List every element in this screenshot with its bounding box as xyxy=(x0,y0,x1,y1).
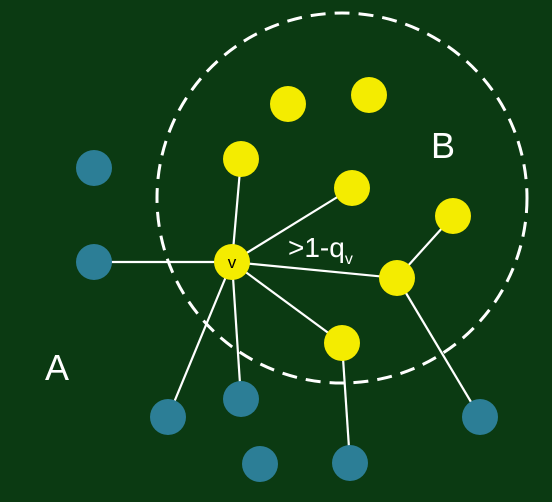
yellow-node xyxy=(334,170,370,206)
yellow-node xyxy=(351,77,387,113)
blue-node xyxy=(150,399,186,435)
region-b-boundary xyxy=(155,11,529,385)
yellow-node xyxy=(270,86,306,122)
region-b-label: B xyxy=(431,125,455,166)
yellow-node xyxy=(324,325,360,361)
blue-node xyxy=(242,446,278,482)
edges xyxy=(94,158,481,464)
region-a-nodes xyxy=(76,150,498,482)
center-node-label: v xyxy=(228,253,237,272)
threshold-subscript: v xyxy=(345,251,353,268)
edge xyxy=(231,260,398,280)
blue-node xyxy=(76,244,112,280)
edge xyxy=(231,187,353,263)
center-node xyxy=(214,244,250,280)
blue-node xyxy=(76,150,112,186)
blue-node xyxy=(332,445,368,481)
threshold-label: >1-qv xyxy=(288,232,353,268)
region-b-nodes xyxy=(223,77,471,361)
yellow-node xyxy=(435,198,471,234)
region-a-label: A xyxy=(45,347,69,388)
yellow-node xyxy=(379,260,415,296)
yellow-node xyxy=(223,141,259,177)
blue-node xyxy=(462,399,498,435)
edge xyxy=(340,342,352,464)
edge xyxy=(396,277,481,418)
blue-node xyxy=(223,381,259,417)
edge xyxy=(166,261,234,418)
threshold-main: >1-q xyxy=(288,232,345,263)
edge xyxy=(231,261,343,344)
edge xyxy=(230,261,243,400)
